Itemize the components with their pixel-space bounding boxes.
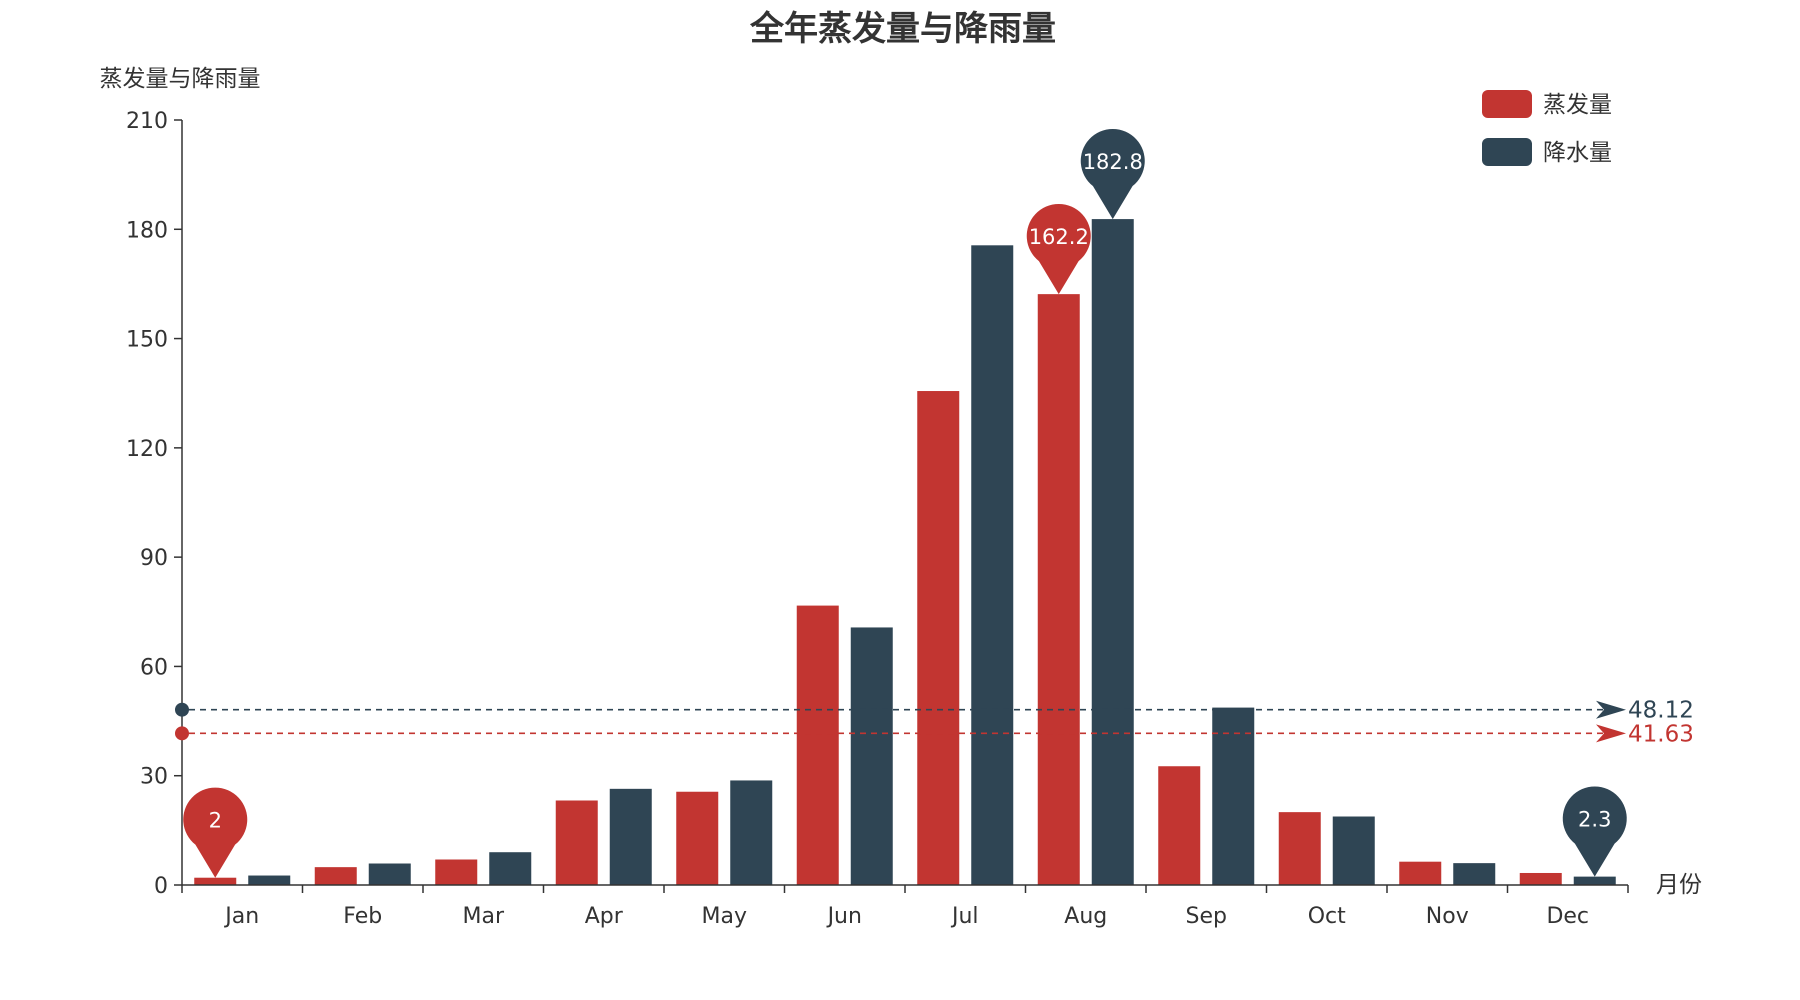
average-line-start-dot bbox=[175, 702, 189, 717]
min-marker-0[interactable]: 2 bbox=[183, 787, 248, 878]
max-marker-1[interactable]: 182.8 bbox=[1080, 128, 1145, 220]
map-pin-icon bbox=[183, 787, 248, 878]
bar-evaporation-aug[interactable] bbox=[1037, 294, 1080, 885]
x-tick-label: Apr bbox=[585, 904, 624, 929]
bar-evaporation-mar[interactable] bbox=[435, 859, 478, 886]
bar-precipitation-jul[interactable] bbox=[971, 245, 1014, 885]
x-tick-label: Jan bbox=[223, 904, 259, 929]
bar-precipitation-oct[interactable] bbox=[1332, 816, 1375, 885]
max-marker-0[interactable]: 162.2 bbox=[1026, 203, 1091, 295]
x-tick-label: Mar bbox=[462, 904, 504, 929]
chart-title: 全年蒸发量与降雨量 bbox=[749, 9, 1056, 49]
bar-precipitation-may[interactable] bbox=[730, 780, 773, 885]
min-marker-1[interactable]: 2.3 bbox=[1562, 786, 1627, 877]
bar-evaporation-may[interactable] bbox=[676, 791, 719, 885]
y-tick-label: 0 bbox=[154, 874, 168, 899]
y-tick-label: 150 bbox=[126, 328, 168, 353]
map-pin-icon bbox=[1080, 128, 1145, 220]
y-tick-label: 90 bbox=[140, 546, 168, 571]
legend-item-evaporation[interactable]: 蒸发量 bbox=[1482, 90, 1612, 118]
bar-precipitation-aug[interactable] bbox=[1091, 219, 1134, 886]
y-tick-label: 120 bbox=[126, 437, 168, 462]
x-tick-label: Dec bbox=[1546, 904, 1589, 929]
bar-evaporation-oct[interactable] bbox=[1278, 812, 1321, 885]
average-line-start-dot bbox=[175, 726, 189, 741]
bar-precipitation-dec[interactable] bbox=[1573, 876, 1616, 885]
x-tick-label: Sep bbox=[1186, 904, 1227, 929]
x-tick-label: Nov bbox=[1426, 904, 1469, 929]
bar-evaporation-jul[interactable] bbox=[917, 391, 960, 885]
bar-evaporation-jun[interactable] bbox=[796, 605, 839, 885]
y-tick-label: 180 bbox=[126, 218, 168, 243]
average-line-arrow-icon bbox=[1596, 700, 1626, 719]
y-tick-label: 210 bbox=[126, 109, 168, 134]
bar-precipitation-feb[interactable] bbox=[368, 863, 411, 885]
pin-value-label: 2.3 bbox=[1578, 808, 1611, 832]
pin-value-label: 2 bbox=[209, 809, 222, 833]
average-value-label: 48.12 bbox=[1628, 698, 1694, 724]
x-tick-label: Oct bbox=[1308, 904, 1346, 929]
legend-label: 降水量 bbox=[1543, 140, 1612, 166]
x-tick-label: Jun bbox=[826, 904, 862, 929]
bar-evaporation-dec[interactable] bbox=[1519, 872, 1562, 885]
bar-precipitation-jan[interactable] bbox=[248, 875, 291, 885]
x-tick-label: Feb bbox=[343, 904, 382, 929]
average-line-arrow-icon bbox=[1596, 724, 1626, 743]
average-value-label: 41.63 bbox=[1628, 721, 1694, 747]
axes: 0 30 60 90 120 150 180 210 Jan Feb Mar Apr May Jun Jul… bbox=[126, 109, 1629, 929]
x-tick-label: Jul bbox=[950, 904, 979, 929]
y-tick-label: 30 bbox=[140, 765, 168, 790]
y-axis-title: 蒸发量与降雨量 bbox=[100, 66, 261, 92]
legend-item-precipitation[interactable]: 降水量 bbox=[1482, 138, 1612, 166]
map-pin-icon bbox=[1026, 203, 1091, 295]
bar-evaporation-jan[interactable] bbox=[194, 877, 237, 885]
legend-swatch bbox=[1482, 138, 1532, 166]
extreme-markers: 162.2 2 182.8 2.3 bbox=[183, 128, 1627, 878]
pin-value-label: 182.8 bbox=[1083, 150, 1143, 174]
x-tick-label: Aug bbox=[1064, 904, 1107, 929]
map-pin-icon bbox=[1562, 786, 1627, 877]
legend-label: 蒸发量 bbox=[1543, 92, 1612, 118]
bar-precipitation-sep[interactable] bbox=[1212, 707, 1255, 885]
legend-swatch bbox=[1482, 90, 1532, 118]
bar-evaporation-sep[interactable] bbox=[1158, 766, 1201, 885]
bar-precipitation-mar[interactable] bbox=[489, 852, 532, 885]
bar-evaporation-nov[interactable] bbox=[1399, 861, 1442, 885]
x-tick-label: May bbox=[702, 904, 747, 929]
y-tick-label: 60 bbox=[140, 655, 168, 680]
bar-evaporation-feb[interactable] bbox=[314, 867, 357, 885]
bar-precipitation-jun[interactable] bbox=[850, 627, 893, 885]
bar-precipitation-nov[interactable] bbox=[1453, 863, 1496, 885]
bar-precipitation-apr[interactable] bbox=[609, 788, 652, 885]
x-axis-title: 月份 bbox=[1656, 872, 1702, 898]
pin-value-label: 162.2 bbox=[1029, 225, 1089, 249]
bars-layer bbox=[194, 219, 1616, 886]
bar-evaporation-apr[interactable] bbox=[555, 800, 598, 885]
